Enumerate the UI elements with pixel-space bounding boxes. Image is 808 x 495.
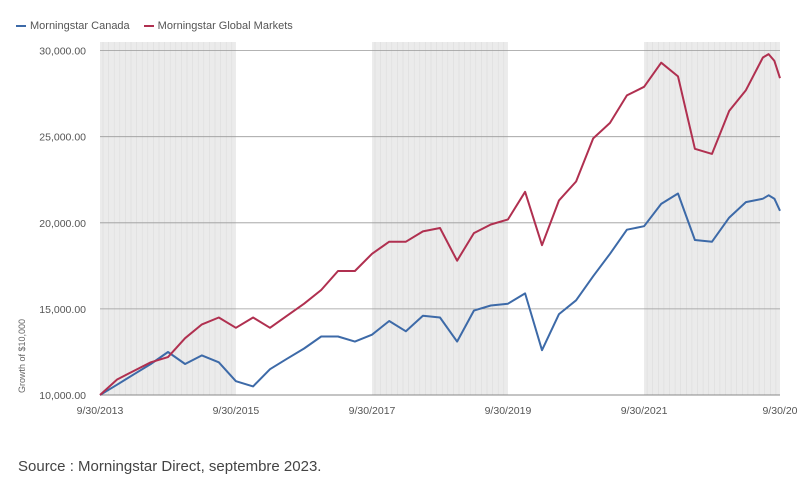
x-tick-label: 9/30/2015 (213, 405, 260, 417)
legend-swatch (16, 25, 26, 27)
x-tick-label: 9/30/2017 (349, 405, 396, 417)
y-tick-label: 25,000.00 (39, 132, 86, 144)
x-tick-labels: 9/30/2013 9/30/2015 9/30/2017 9/30/2019 9/30… (77, 405, 798, 417)
band-hatch (374, 42, 505, 395)
x-tick-label: 9/30/2019 (485, 405, 532, 417)
y-tick-label: 30,000.00 (39, 46, 86, 58)
legend-item-global[interactable]: Morningstar Global Markets (143, 20, 293, 32)
source-note: Source : Morningstar Direct, septembre 2… (18, 458, 322, 475)
shaded-band (100, 42, 236, 395)
series-line-canada (99, 192, 781, 396)
x-tick-label: 9/30/2013 (77, 405, 124, 417)
series-lines (99, 53, 781, 396)
y-tick-labels: 10,000.00 15,000.00 20,000.00 25,000.00 30,0… (39, 46, 86, 402)
x-tick-label: 9/30/2021 (621, 405, 668, 417)
band-hatch (102, 42, 233, 395)
legend-label: Morningstar Canada (30, 20, 130, 32)
band-hatch (646, 42, 777, 395)
x-tick-label: 9/30/20 (762, 405, 797, 417)
series-line-global-markets (99, 53, 781, 396)
y-tick-label: 15,000.00 (39, 304, 86, 316)
y-axis-label: Growth of $10,000 (17, 319, 27, 393)
y-tick-label: 10,000.00 (39, 390, 86, 402)
shaded-band (372, 42, 508, 395)
legend-label: Morningstar Global Markets (157, 20, 293, 32)
shaded-band (644, 42, 780, 395)
gridlines (100, 50, 780, 396)
shaded-bands (100, 42, 780, 395)
legend-swatch (143, 25, 154, 27)
legend-item-canada[interactable]: Morningstar Canada (16, 20, 130, 32)
y-tick-label: 20,000.00 (39, 218, 86, 230)
legend: Morningstar Canada Morningstar Global Ma… (16, 20, 293, 32)
